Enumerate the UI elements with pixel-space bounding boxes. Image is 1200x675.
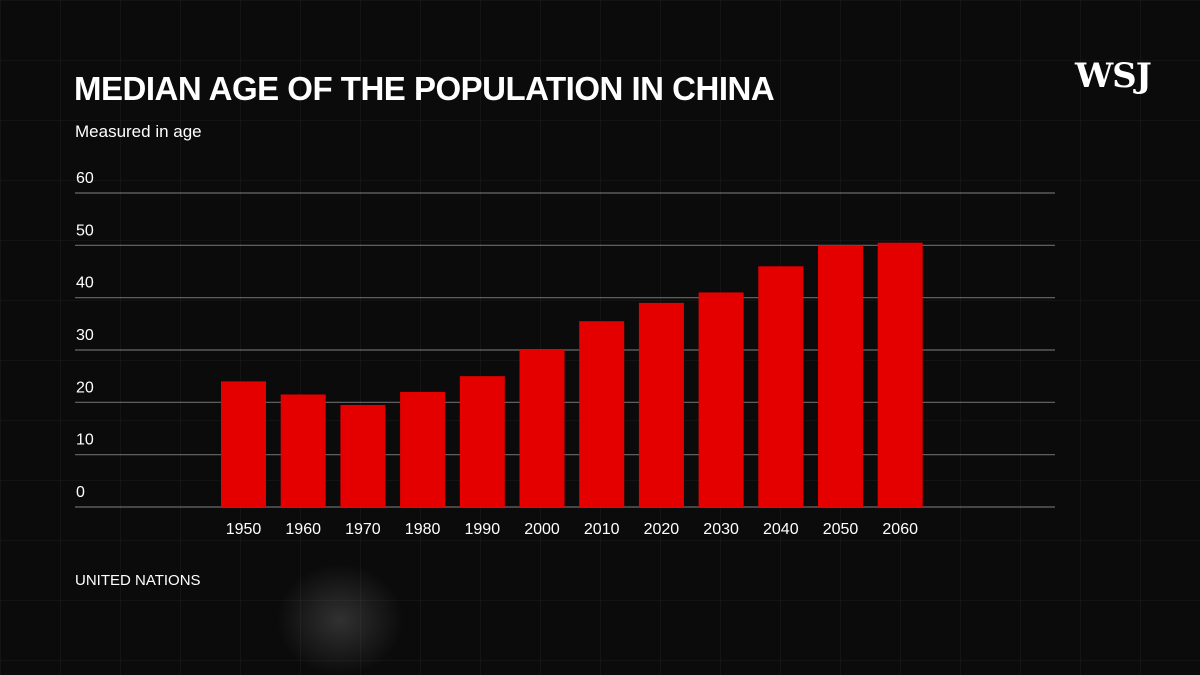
chart-title: MEDIAN AGE OF THE POPULATION IN CHINA — [74, 70, 775, 107]
x-axis-ticks: 1950 1960 1970 1980 1990 2000 2010 2020 2030 2040… — [226, 521, 918, 538]
y-tick-label: 60 — [76, 170, 94, 187]
bar-2020 — [638, 302, 684, 507]
bar-2040 — [758, 266, 804, 507]
bar-1970 — [340, 404, 386, 507]
bar-2060 — [877, 242, 923, 507]
bars — [221, 242, 923, 508]
x-tick-label: 2030 — [703, 521, 739, 538]
x-tick-label: 1990 — [465, 521, 501, 538]
y-tick-label: 50 — [76, 222, 94, 239]
bar-2010 — [579, 321, 625, 507]
x-tick-label: 2050 — [823, 521, 859, 538]
x-tick-label: 1980 — [405, 521, 441, 538]
bar-1960 — [280, 394, 326, 507]
bar-1990 — [459, 376, 505, 507]
source-note: UNITED NATIONS — [75, 572, 201, 589]
chart-subtitle: Measured in age — [75, 122, 202, 141]
bar-2030 — [698, 292, 744, 507]
bar-2000 — [519, 350, 565, 507]
y-tick-label: 40 — [76, 275, 94, 292]
x-tick-label: 2060 — [882, 521, 918, 538]
x-tick-label: 2020 — [644, 521, 680, 538]
bar-1950 — [221, 381, 266, 507]
y-tick-label: 30 — [76, 327, 94, 344]
y-tick-label: 20 — [76, 379, 94, 396]
x-tick-label: 1950 — [226, 521, 262, 538]
x-tick-label: 2040 — [763, 521, 799, 538]
x-tick-label: 2000 — [524, 521, 560, 538]
x-tick-label: 1960 — [285, 521, 321, 538]
x-tick-label: 1970 — [345, 521, 381, 538]
x-tick-label: 2010 — [584, 521, 620, 538]
y-axis-ticks: 0 10 20 30 40 50 60 — [76, 170, 94, 501]
bar-1980 — [400, 391, 446, 507]
bar-2050 — [818, 245, 863, 508]
wsj-logo: WSJ — [1075, 56, 1152, 96]
y-tick-label: 0 — [76, 484, 85, 501]
y-tick-label: 10 — [76, 432, 94, 449]
